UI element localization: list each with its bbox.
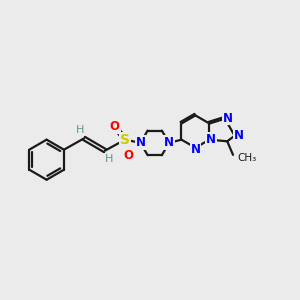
Text: O: O: [123, 149, 133, 162]
Text: H: H: [76, 125, 84, 135]
Text: N: N: [190, 143, 200, 156]
Text: N: N: [223, 112, 232, 124]
Text: O: O: [110, 120, 120, 133]
Text: N: N: [206, 133, 216, 146]
Text: H: H: [105, 154, 113, 164]
Text: N: N: [233, 129, 244, 142]
Text: S: S: [120, 133, 130, 147]
Text: CH₃: CH₃: [237, 153, 256, 163]
Text: N: N: [136, 136, 146, 149]
Text: N: N: [164, 136, 174, 149]
